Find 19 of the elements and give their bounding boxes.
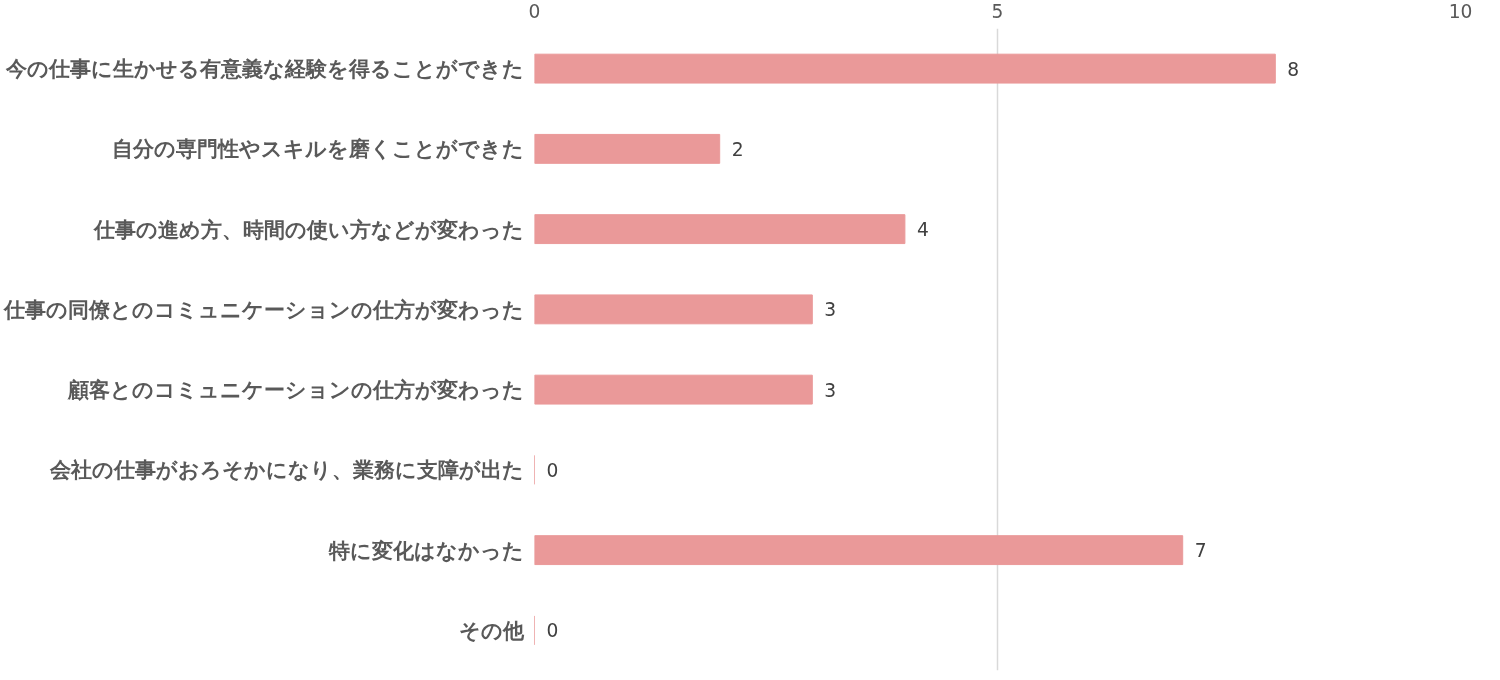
data-label: 2 [731, 138, 744, 160]
x-tick-label: 0 [528, 0, 541, 22]
data-label: 0 [546, 459, 559, 481]
x-tick-label: 10 [1448, 0, 1473, 22]
y-tick-label: その他 [458, 617, 525, 643]
data-label: 0 [546, 620, 559, 642]
data-label: 3 [824, 379, 837, 401]
y-tick-label: 自分の専門性やスキルを磨くことができた [111, 136, 524, 162]
data-label: 8 [1287, 58, 1300, 80]
y-tick-label: 今の仕事に生かせる有意義な経験を得ることができた [4, 56, 524, 82]
y-tick-label: 仕事の進め方、時間の使い方などが変わった [92, 216, 524, 242]
x-tick-label: 5 [991, 0, 1004, 22]
y-tick-label: 仕事の同僚とのコミュニケーションの仕方が変わった [2, 296, 524, 322]
y-tick-label: 会社の仕事がおろそかになり、業務に支障が出た [48, 457, 524, 483]
data-label: 7 [1194, 540, 1207, 562]
data-label: 4 [916, 219, 929, 241]
y-tick-label: 顧客とのコミュニケーションの仕方が変わった [66, 377, 524, 403]
data-label: 3 [824, 299, 837, 321]
y-tick-label: 特に変化はなかった [327, 537, 524, 563]
